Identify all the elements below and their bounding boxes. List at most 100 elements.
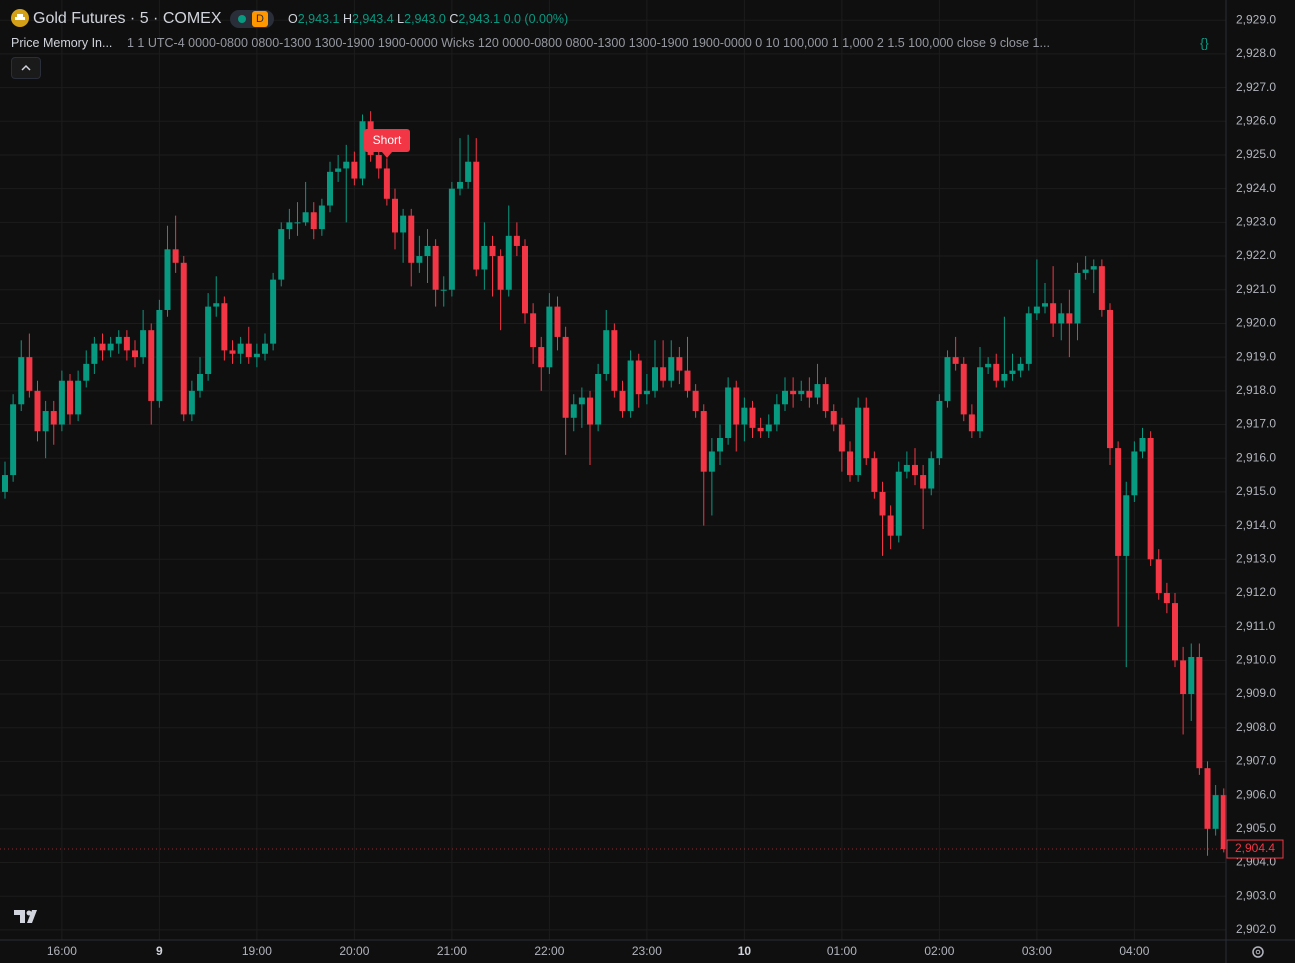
candle-body (1017, 363, 1024, 371)
candle-body (318, 205, 325, 230)
candle-body (578, 397, 585, 405)
candle-body (26, 357, 33, 391)
y-tick-label: 2,917.0 (1236, 417, 1276, 431)
candle-body (164, 249, 171, 310)
candle-body (1009, 370, 1016, 374)
candle-body (708, 451, 715, 472)
candle-body (180, 262, 187, 415)
y-tick-label: 2,926.0 (1236, 113, 1276, 127)
x-tick-label: 19:00 (242, 944, 272, 958)
candle-body (489, 245, 496, 257)
candle-body (1115, 448, 1122, 556)
settings-button[interactable] (1250, 944, 1266, 963)
candle-body (10, 404, 17, 476)
candle-body (473, 161, 480, 270)
candle-body (635, 360, 642, 395)
y-tick-label: 2,914.0 (1236, 518, 1276, 532)
y-tick-label: 2,912.0 (1236, 585, 1276, 599)
y-tick-label: 2,922.0 (1236, 248, 1276, 262)
ohlc-label: O (288, 12, 298, 26)
candle-body (627, 360, 634, 412)
candle-body (481, 245, 488, 270)
status-pill[interactable]: D (230, 10, 274, 28)
candle-body (205, 306, 212, 374)
candle-body (668, 357, 675, 381)
y-tick-label: 2,907.0 (1236, 754, 1276, 768)
candle-body (985, 363, 992, 368)
badge: D (252, 11, 268, 27)
x-tick-label: 23:00 (632, 944, 662, 958)
candle-body (619, 390, 626, 412)
y-tick-label: 2,906.0 (1236, 787, 1276, 801)
candle-body (392, 198, 398, 233)
candle-body (522, 245, 528, 314)
tradingview-logo[interactable] (14, 908, 46, 931)
collapse-button[interactable] (11, 57, 41, 79)
candle-body (42, 411, 49, 432)
y-tick-label: 2,929.0 (1236, 12, 1276, 26)
candle-body (213, 303, 220, 307)
ohlc-label: C (449, 12, 459, 26)
candle-body (432, 245, 439, 290)
candle-body (847, 451, 853, 476)
candle-body (1139, 437, 1146, 452)
gear-icon (1252, 946, 1264, 958)
candle-body (692, 390, 699, 412)
candle-body (700, 411, 707, 472)
candle-body (733, 387, 740, 425)
candle-body (871, 458, 878, 492)
candle-body (1123, 495, 1130, 556)
candle-body (879, 491, 886, 516)
candle-body (375, 154, 382, 169)
candle-body (156, 309, 163, 401)
candle-body (830, 411, 837, 425)
x-tick-label: 04:00 (1119, 944, 1149, 958)
candle-body (58, 380, 65, 425)
y-tick-label: 2,909.0 (1236, 686, 1276, 700)
candle-body (643, 390, 650, 395)
candle-body (262, 343, 268, 354)
x-tick-label: 01:00 (827, 944, 857, 958)
candle-body (798, 390, 805, 395)
candle-body (335, 168, 342, 172)
candle-body (887, 515, 894, 536)
candle-body (400, 215, 407, 233)
candle-body (595, 373, 602, 425)
candle-body (749, 407, 756, 428)
y-tick-label: 2,908.0 (1236, 720, 1276, 734)
candle-body (1098, 266, 1105, 310)
symbol-title[interactable]: Gold Futures · 5 · COMEX (33, 10, 222, 27)
source-code-icon[interactable]: {} (1200, 35, 1216, 56)
ohlc-value: 2,943.1 (458, 12, 501, 26)
candle-body (310, 212, 317, 230)
candle-body (424, 245, 431, 257)
y-tick-label: 2,923.0 (1236, 215, 1276, 229)
y-tick-label: 2,924.0 (1236, 181, 1276, 195)
x-tick-label: 16:00 (47, 944, 77, 958)
candle-body (1131, 451, 1138, 496)
candle-body (814, 384, 821, 398)
candle-body (1074, 272, 1081, 324)
y-tick-label: 2,927.0 (1236, 80, 1276, 94)
y-tick-label: 2,916.0 (1236, 450, 1276, 464)
candle-body (229, 350, 236, 354)
candle-body (1042, 303, 1048, 307)
candle-body (1147, 437, 1154, 560)
candle-body (530, 313, 537, 348)
y-tick-label: 2,902.0 (1236, 922, 1276, 936)
candle-body (603, 330, 610, 374)
candle-body (1155, 559, 1162, 593)
x-tick-label: 9 (156, 944, 163, 958)
candle-body (782, 390, 788, 405)
y-tick-label: 2,915.0 (1236, 484, 1276, 498)
candle-body (1025, 313, 1032, 364)
indicator-name[interactable]: Price Memory In... (11, 36, 113, 50)
y-tick-label: 2,913.0 (1236, 551, 1276, 565)
candle-body (50, 411, 57, 425)
candle-body (408, 215, 415, 263)
candle-body (107, 343, 114, 351)
candle-body (1090, 266, 1097, 270)
candle-body (1188, 656, 1195, 695)
ohlc-value: 2,943.0 (404, 12, 446, 26)
